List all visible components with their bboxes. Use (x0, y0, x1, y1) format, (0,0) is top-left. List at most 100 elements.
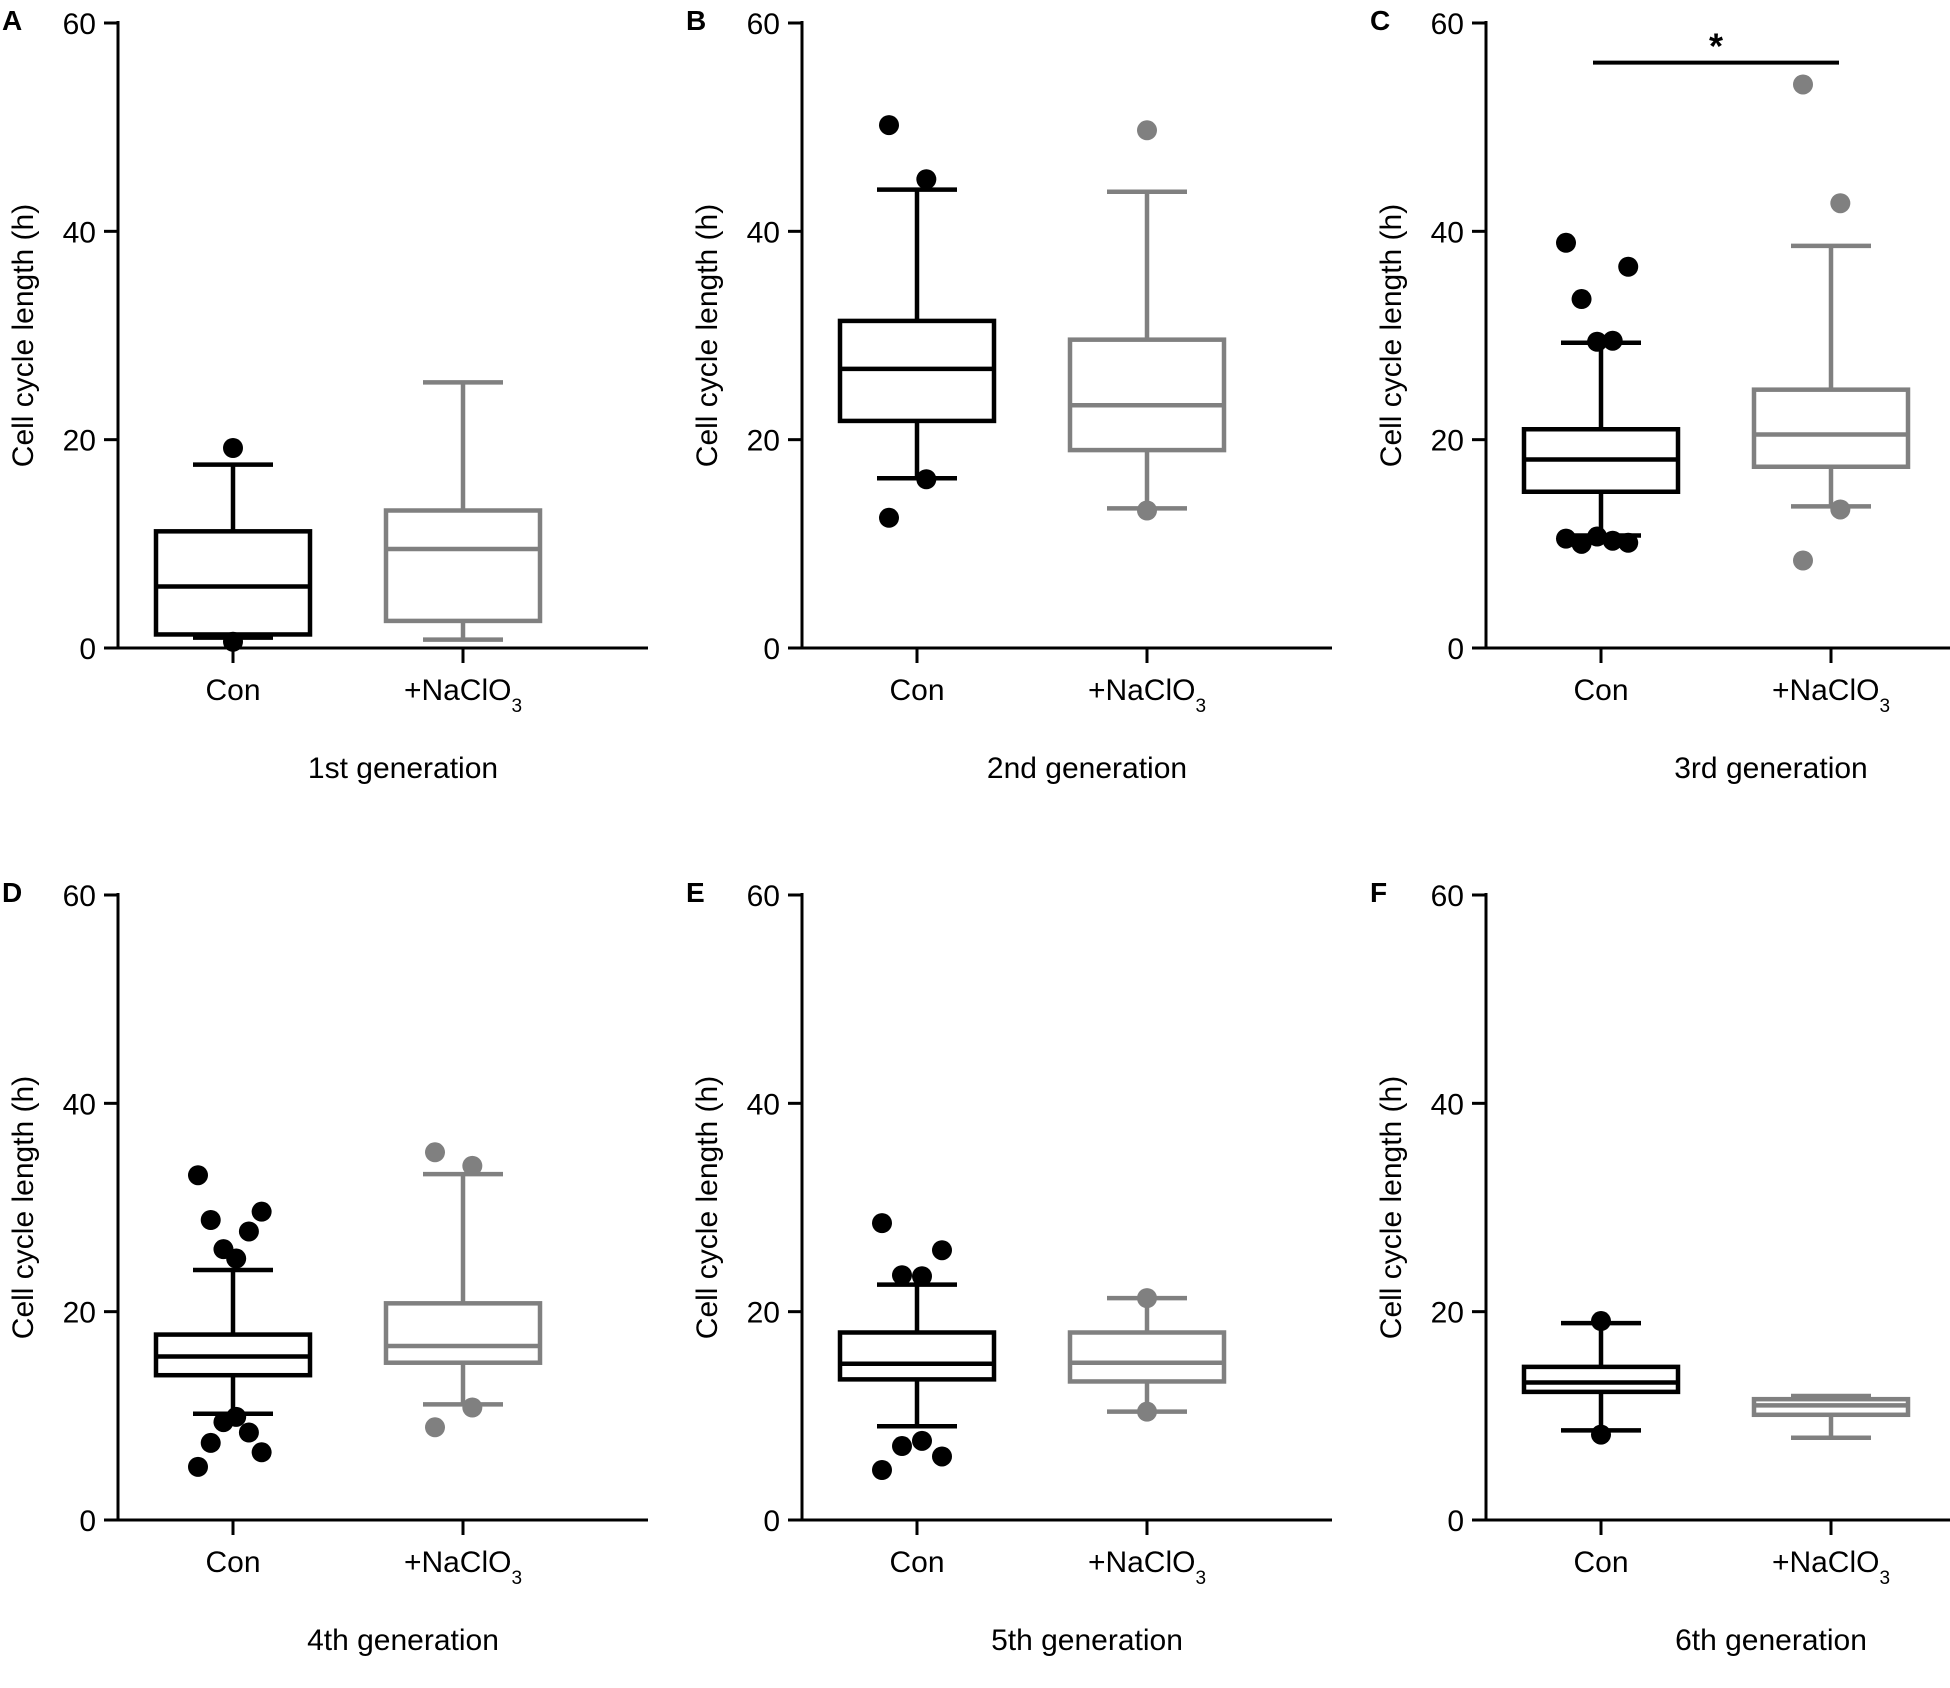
x-category-subscript: 3 (511, 696, 522, 717)
outlier-point (1137, 1288, 1157, 1309)
x-category-label-text: +NaClO (404, 674, 512, 707)
x-category-subscript: 3 (1195, 696, 1206, 717)
outlier-point (892, 1436, 912, 1457)
y-tick-label: 20 (1431, 425, 1464, 458)
box-group-con: Con (153, 1165, 313, 1579)
outlier-point (879, 507, 899, 528)
box-group-con: Con (153, 438, 313, 707)
chart-panel-c: C 0 20 40 60 Cell cycle length (h) Con +NaClO3 *… (1370, 5, 1950, 785)
outlier-point (1591, 1311, 1611, 1332)
generation-title: 3rd generation (1674, 752, 1867, 785)
y-axis-label: Cell cycle length (h) (7, 1076, 40, 1339)
x-category-label-text: +NaClO (1088, 674, 1196, 707)
panel-letter: B (686, 5, 706, 36)
outlier-point (872, 1213, 892, 1234)
outlier-point (916, 169, 937, 190)
box-group-con: Con (837, 115, 997, 707)
x-category-label-text: +NaClO (1772, 674, 1880, 707)
iqr-box (1751, 387, 1911, 469)
generation-title: 4th generation (307, 1624, 499, 1657)
y-tick-label: 60 (1431, 8, 1464, 41)
iqr-box (383, 1301, 543, 1365)
box-group-naclo3: +NaClO3 (1067, 1288, 1227, 1589)
outlier-point (932, 1446, 952, 1467)
box-group-con: Con (1521, 1311, 1681, 1579)
outlier-point (932, 1240, 952, 1261)
x-category-label-text: Con (889, 1546, 944, 1579)
x-category-label-text: +NaClO (404, 1546, 512, 1579)
outlier-point (1556, 528, 1576, 549)
y-tick-label: 0 (1447, 633, 1464, 666)
y-tick-label: 60 (1431, 880, 1464, 913)
x-category-label: Con (205, 674, 260, 707)
x-category-label: Con (889, 674, 944, 707)
x-category-label: +NaClO3 (404, 674, 522, 717)
x-category-subscript: 3 (1195, 1568, 1206, 1589)
y-tick-label: 60 (747, 8, 780, 41)
chart-panel-e: E 0 20 40 60 Cell cycle length (h) Con +NaClO3 5… (686, 877, 1332, 1657)
outlier-point (188, 1165, 208, 1186)
iqr-box (153, 529, 313, 637)
y-tick-label: 0 (79, 1505, 96, 1538)
iqr-box (1067, 337, 1227, 453)
outlier-point (1137, 500, 1157, 521)
chart-panel-a: A 0 20 40 60 Cell cycle length (h) Con +NaClO3 1… (2, 5, 648, 785)
y-tick-label: 20 (747, 425, 780, 458)
outlier-point (1556, 232, 1576, 253)
x-category-label: Con (205, 1546, 260, 1579)
y-axis-label: Cell cycle length (h) (1375, 204, 1408, 467)
iqr-box (1521, 1364, 1681, 1395)
outlier-point (1830, 193, 1851, 214)
outlier-point (1602, 330, 1623, 351)
y-tick-label: 40 (1431, 216, 1464, 249)
x-category-label: Con (1573, 674, 1628, 707)
panel-letter: A (2, 5, 22, 36)
significance-label: * (1709, 26, 1723, 67)
iqr-box (1067, 1330, 1227, 1384)
panel-letter: D (2, 877, 22, 908)
y-tick-label: 0 (763, 633, 780, 666)
x-category-label: +NaClO3 (1772, 1546, 1890, 1589)
generation-title: 6th generation (1675, 1624, 1867, 1657)
outlier-point (226, 1248, 247, 1269)
x-category-subscript: 3 (511, 1568, 522, 1589)
outlier-point (1618, 532, 1639, 553)
outlier-point (251, 1442, 272, 1463)
y-tick-label: 20 (747, 1297, 780, 1330)
x-category-label-text: Con (1573, 674, 1628, 707)
x-category-label: +NaClO3 (1772, 674, 1890, 717)
x-category-label: Con (1573, 1546, 1628, 1579)
y-tick-label: 20 (63, 1297, 96, 1330)
outlier-point (213, 1412, 234, 1433)
y-axis-label: Cell cycle length (h) (691, 1076, 724, 1339)
x-category-label-text: +NaClO (1088, 1546, 1196, 1579)
outlier-point (200, 1432, 221, 1453)
outlier-point (223, 438, 243, 458)
x-category-subscript: 3 (1879, 1568, 1890, 1589)
y-axis-label: Cell cycle length (h) (1375, 1076, 1408, 1339)
outlier-point (1618, 256, 1639, 277)
outlier-point (1587, 526, 1608, 547)
panel-letter: C (1370, 5, 1390, 36)
panel-letter: F (1370, 877, 1387, 908)
outlier-point (912, 1430, 932, 1451)
x-category-label: Con (889, 1546, 944, 1579)
y-axis-label: Cell cycle length (h) (7, 204, 40, 467)
chart-panel-b: B 0 20 40 60 Cell cycle length (h) Con +NaClO3 2… (686, 5, 1332, 785)
box-group-naclo3: +NaClO3 (383, 1142, 543, 1589)
outlier-point (1587, 331, 1608, 352)
y-axis-label: Cell cycle length (h) (691, 204, 724, 467)
outlier-point (912, 1266, 932, 1287)
box-group-con: Con (837, 1213, 997, 1579)
outlier-point (872, 1460, 892, 1480)
outlier-point (238, 1221, 259, 1242)
x-category-label-text: Con (889, 674, 944, 707)
outlier-point (1137, 120, 1157, 141)
box-group-con: Con (1521, 232, 1681, 707)
outlier-point (425, 1142, 445, 1163)
chart-panel-f: F 0 20 40 60 Cell cycle length (h) Con +NaClO3 6… (1370, 877, 1950, 1657)
outlier-point (462, 1397, 483, 1418)
y-tick-label: 60 (63, 880, 96, 913)
y-tick-label: 0 (1447, 1505, 1464, 1538)
